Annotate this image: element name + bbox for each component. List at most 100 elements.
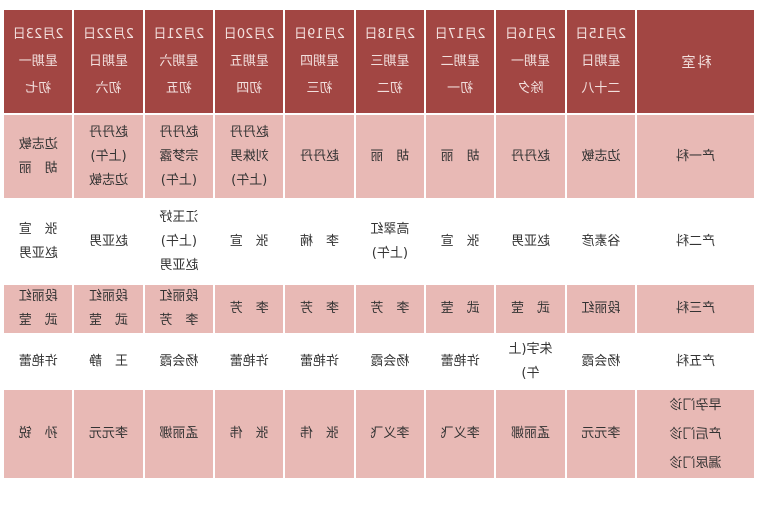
- header-date: 2月18日: [364, 27, 416, 42]
- staff-name: 李元元: [89, 426, 129, 441]
- staff-name: 孟丽娜: [159, 426, 199, 441]
- schedule-cell: 胡 丽: [354, 114, 426, 199]
- schedule-cell: 杨会霞: [354, 334, 426, 389]
- mirrored-screenshot-canvas: 科室 2月15日 星期日 二十八 2月16日 星期一 除夕 2月17日 星期二 初一 2月18日星…: [0, 8, 758, 508]
- staff-name: 张 伟: [300, 426, 340, 441]
- staff-name: 赵亚男: [18, 245, 58, 261]
- schedule-cell: 赵丹丹: [284, 114, 355, 199]
- schedule-cell: 李 芳: [214, 284, 285, 334]
- staff-name: 边志敏: [89, 172, 129, 188]
- header-lunar: 初六: [95, 81, 122, 96]
- staff-name: 胡 丽: [440, 148, 480, 164]
- staff-name: 王 静: [89, 353, 129, 369]
- schedule-cell: 李元元: [73, 389, 144, 479]
- table-body: 产一科 边志敏 赵丹丹胡 丽胡 丽赵丹丹 赵丹丹 刘姝男 (上午) 赵丹丹 宗梦露 (上午) 赵丹…: [3, 114, 755, 479]
- staff-name: 李 芳: [159, 313, 199, 328]
- schedule-cell: 许艳蕾: [425, 334, 496, 389]
- schedule-cell: 李 芳: [284, 284, 355, 334]
- staff-name: (上午): [160, 172, 197, 188]
- schedule-cell: 李义飞: [354, 389, 426, 479]
- header-lunar: 二十八: [581, 81, 621, 96]
- schedule-cell: 赵丹丹 宗梦露 (上午): [143, 114, 215, 199]
- header-date: 2月21日: [153, 27, 205, 42]
- staff-name: 武 莹: [18, 313, 58, 328]
- staff-name: 高翠红: [370, 221, 410, 237]
- header-weekday: 星期四: [300, 54, 340, 69]
- header-weekday: 星期日: [581, 54, 621, 69]
- dept-label: 产一科: [676, 148, 716, 164]
- dept-cell: 早孕门诊 产后门诊 漏尿门诊: [636, 389, 755, 479]
- schedule-cell: 许艳蕾: [284, 334, 355, 389]
- staff-name: 段丽红: [18, 289, 58, 304]
- date-column-header: 2月17日 星期二 初一: [425, 9, 496, 114]
- schedule-cell: 段丽红武 莹: [73, 284, 144, 334]
- staff-name: 杨会霞: [370, 353, 410, 369]
- schedule-cell: 孟丽娜: [143, 389, 215, 479]
- table-row: 产一科 边志敏 赵丹丹胡 丽胡 丽赵丹丹 赵丹丹 刘姝男 (上午) 赵丹丹 宗梦露 (上午) 赵丹…: [3, 114, 755, 199]
- staff-name: 赵亚男: [89, 233, 129, 249]
- staff-name: 刘姝男: [229, 148, 269, 164]
- staff-name: (上午): [371, 245, 408, 261]
- schedule-cell: 谷素彦: [565, 199, 636, 284]
- dept-column-header: 科室: [636, 9, 755, 114]
- dept-label: 产五科: [676, 353, 716, 369]
- staff-name: 赵亚男: [511, 233, 551, 249]
- dept-label: 产二科: [676, 233, 716, 249]
- header-weekday: 星期一: [511, 54, 551, 69]
- staff-name: 谷素彦: [581, 233, 621, 249]
- header-date: 2月23日: [12, 27, 64, 42]
- staff-name: 李义飞: [370, 426, 410, 441]
- schedule-cell: 李 芳: [354, 284, 426, 334]
- staff-name: 武 莹: [440, 301, 480, 316]
- schedule-cell: 边志敏胡 丽: [3, 114, 74, 199]
- staff-name: (上午): [231, 172, 268, 188]
- staff-name: 李元元: [581, 426, 621, 441]
- staff-name: 许艳蕾: [300, 353, 340, 369]
- staff-name: 边志敏: [18, 136, 58, 152]
- staff-name: 宗梦露: [159, 148, 199, 164]
- staff-name: 赵丹丹: [300, 148, 340, 164]
- staff-name: 孟丽娜: [511, 426, 551, 441]
- table-row: 早孕门诊 产后门诊 漏尿门诊 李元元 孟丽娜 李义飞 李义飞张 伟张 伟孟丽娜 李元元孙 锐: [3, 389, 755, 479]
- staff-name: 许艳蕾: [229, 353, 269, 369]
- header-lunar: 初三: [306, 81, 333, 96]
- schedule-cell: 李元元: [565, 389, 636, 479]
- staff-name: 段丽红: [89, 289, 129, 304]
- header-lunar: 初七: [25, 81, 52, 96]
- staff-name: 武 莹: [511, 301, 551, 316]
- schedule-cell: 边志敏: [565, 114, 636, 199]
- dept-cell: 产三科: [636, 284, 755, 334]
- staff-name: 李 芳: [300, 301, 340, 316]
- header-date: 2月20日: [223, 27, 275, 42]
- schedule-cell: 许艳蕾: [3, 334, 74, 389]
- staff-name: 赵亚男: [159, 257, 199, 273]
- staff-name: 赵丹丹: [89, 124, 129, 140]
- staff-name: 赵丹丹: [511, 148, 551, 164]
- staff-name: 武 莹: [89, 313, 129, 328]
- schedule-cell: 王 静: [73, 334, 144, 389]
- header-weekday: 星期二: [440, 54, 480, 69]
- table-row: 产三科 段丽红武 莹武 莹李 芳李 芳李 芳段丽红李 芳段丽红武 莹段丽红武 莹: [3, 284, 755, 334]
- header-weekday: 星期六: [159, 54, 199, 69]
- date-column-header: 2月20日 星期五 初四: [214, 9, 285, 114]
- schedule-cell: 赵亚男: [495, 199, 566, 284]
- schedule-cell: 张 宣赵亚男: [3, 199, 74, 284]
- schedule-cell: 赵丹丹: [495, 114, 566, 199]
- staff-name: 胡 丽: [18, 160, 58, 176]
- schedule-cell: 武 莹: [495, 284, 566, 334]
- schedule-cell: 段丽红李 芳: [143, 284, 215, 334]
- staff-name: 朱宇(上: [508, 341, 553, 357]
- staff-name: 李 芳: [370, 301, 410, 316]
- date-column-header: 2月22日 星期日 初六: [73, 9, 144, 114]
- schedule-cell: 孙 锐: [3, 389, 74, 479]
- table-row: 产五科 杨会霞 朱宇(上 午) 许艳蕾 杨会霞 许艳蕾 许艳蕾 杨会霞王 静许艳蕾: [3, 334, 755, 389]
- staff-name: 张 伟: [229, 426, 269, 441]
- schedule-cell: 孟丽娜: [495, 389, 566, 479]
- dept-cell: 产二科: [636, 199, 755, 284]
- schedule-cell: 张 宣: [214, 199, 285, 284]
- staff-name: 张 宣: [440, 233, 480, 249]
- dept-label: 漏尿门诊: [669, 455, 722, 471]
- staff-name: 李 楠: [300, 233, 340, 249]
- header-lunar: 初一: [447, 81, 474, 96]
- schedule-cell: 李 楠: [284, 199, 355, 284]
